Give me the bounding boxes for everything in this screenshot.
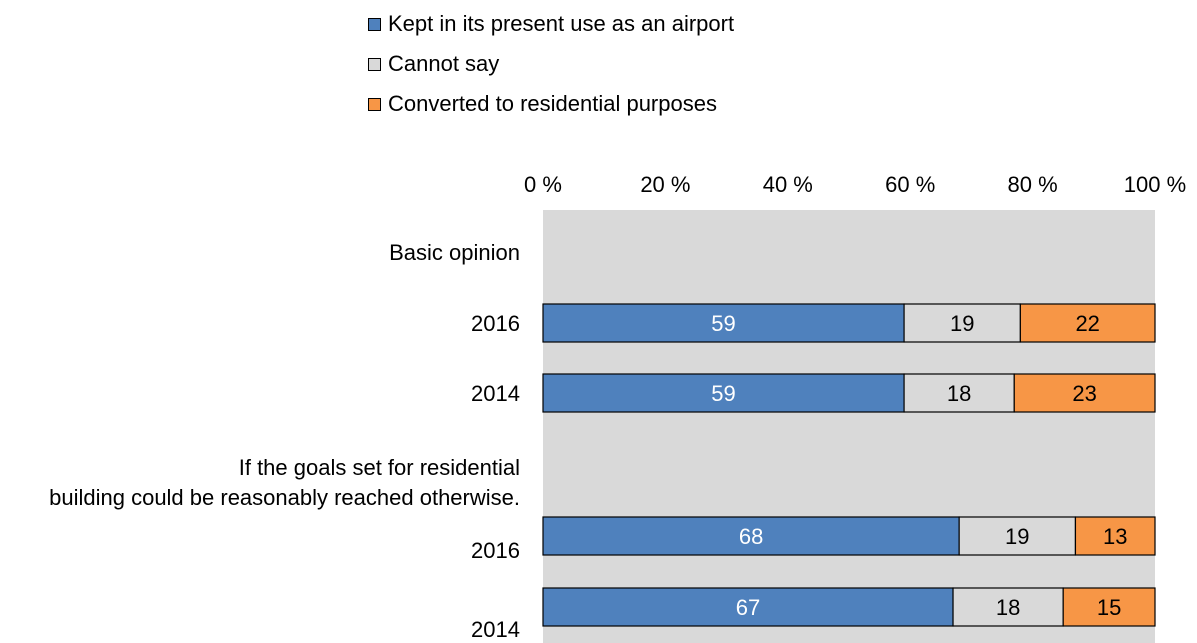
bar-segment <box>542 587 954 627</box>
x-tick-label: 20 % <box>640 172 690 197</box>
bar-segment <box>542 373 905 413</box>
data-label: 19 <box>950 311 974 336</box>
legend-item-cannot-say: Cannot say <box>368 44 734 84</box>
plot-area <box>543 210 1155 643</box>
data-label: 23 <box>1072 381 1096 406</box>
x-tick-label: 40 % <box>763 172 813 197</box>
data-label: 18 <box>996 595 1020 620</box>
bar-segment <box>1074 516 1156 556</box>
legend-swatch-residential <box>368 97 381 111</box>
data-label: 68 <box>739 524 763 549</box>
x-tick-label: 100 % <box>1124 172 1186 197</box>
category-label: 2014 <box>471 381 520 406</box>
legend-item-airport: Kept in its present use as an airport <box>368 4 734 44</box>
legend-item-residential: Converted to residential purposes <box>368 84 734 124</box>
data-label: 22 <box>1075 311 1099 336</box>
group-label: Basic opinion <box>389 240 520 265</box>
group-label: If the goals set for residential building… <box>49 455 520 510</box>
x-tick-label: 0 % <box>524 172 562 197</box>
data-label: 18 <box>947 381 971 406</box>
data-label: 67 <box>736 595 760 620</box>
bar-segment <box>1019 303 1156 343</box>
legend-label-residential: Converted to residential purposes <box>388 91 717 116</box>
category-label: 2016 <box>471 311 520 336</box>
x-tick-label: 60 % <box>885 172 935 197</box>
legend-swatch-airport <box>368 17 381 31</box>
data-label: 59 <box>711 381 735 406</box>
bar-segment <box>958 516 1077 556</box>
legend-label-cannot-say: Cannot say <box>388 51 500 76</box>
data-label: 59 <box>711 311 735 336</box>
legend-label-airport: Kept in its present use as an airport <box>388 11 735 36</box>
bar-segment <box>903 303 1021 343</box>
data-label: 13 <box>1103 524 1127 549</box>
legend-swatch-cannot-say <box>368 57 381 71</box>
bar-segment <box>1062 587 1156 627</box>
category-label: 2016 <box>471 538 520 563</box>
data-label: 15 <box>1097 595 1121 620</box>
x-tick-label: 80 % <box>1008 172 1058 197</box>
chart-legend: Kept in its present use as an airport Ca… <box>368 4 734 124</box>
bar-segment <box>1013 373 1156 413</box>
data-label: 19 <box>1005 524 1029 549</box>
category-label: 2014 <box>471 617 520 642</box>
